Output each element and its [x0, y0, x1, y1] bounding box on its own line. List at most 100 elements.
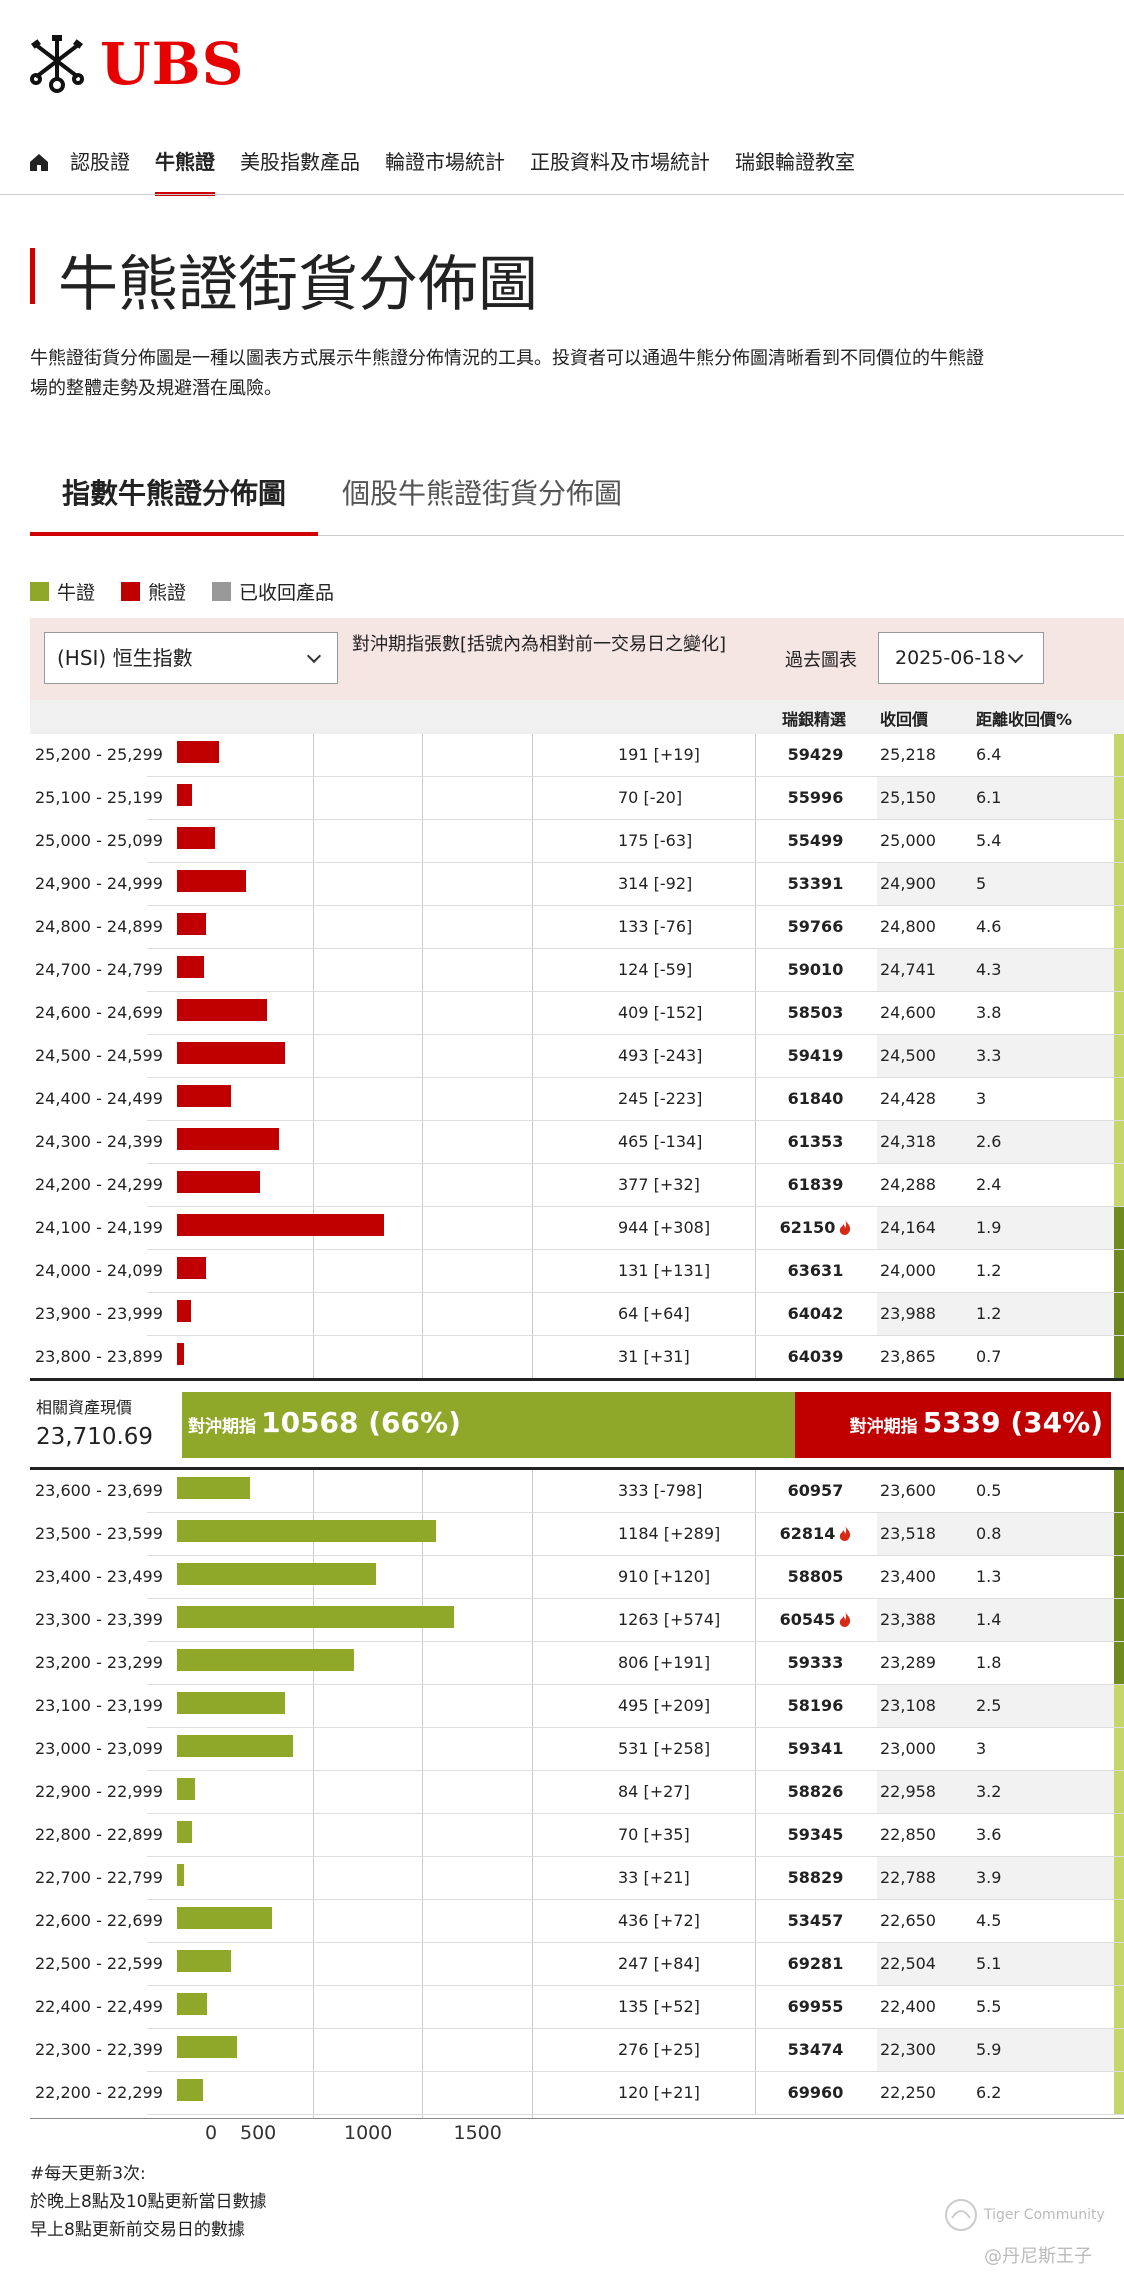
- bull-bar[interactable]: [177, 1735, 294, 1757]
- product-code[interactable]: 60545: [779, 1610, 836, 1629]
- bear-bar[interactable]: [177, 1300, 192, 1322]
- tab-stock-cbbc[interactable]: 個股牛熊證街貨分佈圖: [342, 477, 623, 510]
- product-code[interactable]: 62814: [779, 1524, 836, 1543]
- product-code[interactable]: 59766: [787, 917, 844, 936]
- ubs-pick-cell[interactable]: 64042: [755, 1293, 875, 1336]
- bull-bar[interactable]: [177, 2036, 238, 2058]
- ubs-pick-cell[interactable]: 59010: [755, 949, 875, 992]
- ubs-pick-cell[interactable]: 64039: [755, 1336, 875, 1379]
- nav-item-us-index[interactable]: 美股指數產品: [240, 150, 360, 174]
- product-code[interactable]: 69960: [787, 2083, 844, 2102]
- ubs-pick-cell[interactable]: 61839: [755, 1164, 875, 1207]
- ubs-pick-cell[interactable]: 60957: [755, 1470, 875, 1513]
- ubs-pick-cell[interactable]: 58829: [755, 1857, 875, 1900]
- ubs-pick-cell[interactable]: 60545: [755, 1599, 875, 1642]
- ubs-pick-cell[interactable]: 61353: [755, 1121, 875, 1164]
- bear-bar[interactable]: [177, 741, 219, 763]
- product-code[interactable]: 59419: [787, 1046, 844, 1065]
- bull-bar[interactable]: [177, 1778, 196, 1800]
- nav-item-education[interactable]: 瑞銀輪證教室: [735, 150, 855, 174]
- product-code[interactable]: 60957: [787, 1481, 844, 1500]
- ubs-pick-cell[interactable]: 69955: [755, 1986, 875, 2029]
- ubs-pick-cell[interactable]: 58196: [755, 1685, 875, 1728]
- ubs-pick-cell[interactable]: 59333: [755, 1642, 875, 1685]
- bear-bar[interactable]: [177, 1257, 206, 1279]
- tab-index-cbbc[interactable]: 指數牛熊證分佈圖: [30, 468, 318, 536]
- product-code[interactable]: 69955: [787, 1997, 844, 2016]
- ubs-pick-cell[interactable]: 62814: [755, 1513, 875, 1556]
- bull-bar[interactable]: [177, 1563, 377, 1585]
- ubs-pick-cell[interactable]: 59345: [755, 1814, 875, 1857]
- product-code[interactable]: 58829: [787, 1868, 844, 1887]
- product-code[interactable]: 58826: [787, 1782, 844, 1801]
- product-code[interactable]: 59333: [787, 1653, 844, 1672]
- ubs-pick-cell[interactable]: 53391: [755, 863, 875, 906]
- bear-bar[interactable]: [177, 913, 207, 935]
- bear-bar[interactable]: [177, 1085, 231, 1107]
- ubs-pick-cell[interactable]: 69281: [755, 1943, 875, 1986]
- product-code[interactable]: 59345: [787, 1825, 844, 1844]
- bear-bar[interactable]: [177, 870, 246, 892]
- ubs-pick-cell[interactable]: 61840: [755, 1078, 875, 1121]
- ubs-pick-cell[interactable]: 58826: [755, 1771, 875, 1814]
- product-code[interactable]: 59429: [787, 745, 844, 764]
- product-code[interactable]: 55996: [787, 788, 844, 807]
- product-code[interactable]: 64042: [787, 1304, 844, 1323]
- product-code[interactable]: 58503: [787, 1003, 844, 1022]
- bull-bar[interactable]: [177, 1520, 437, 1542]
- nav-item-stock-data[interactable]: 正股資料及市場統計: [530, 150, 710, 174]
- bull-bar[interactable]: [177, 1821, 193, 1843]
- bull-bar[interactable]: [177, 1606, 454, 1628]
- bear-bar[interactable]: [177, 1128, 279, 1150]
- bear-bar[interactable]: [177, 1042, 285, 1064]
- ubs-pick-cell[interactable]: 59766: [755, 906, 875, 949]
- ubs-pick-cell[interactable]: 63631: [755, 1250, 875, 1293]
- bull-bar[interactable]: [177, 1649, 354, 1671]
- product-code[interactable]: 59341: [787, 1739, 844, 1758]
- bull-bar[interactable]: [177, 1692, 286, 1714]
- bull-bar[interactable]: [177, 2079, 204, 2101]
- home-icon[interactable]: [28, 151, 50, 173]
- ubs-pick-cell[interactable]: 55499: [755, 820, 875, 863]
- bull-bar[interactable]: [177, 1907, 273, 1929]
- ubs-pick-cell[interactable]: 62150: [755, 1207, 875, 1250]
- product-code[interactable]: 61353: [787, 1132, 844, 1151]
- bear-bar[interactable]: [177, 784, 193, 806]
- bear-bar[interactable]: [177, 999, 267, 1021]
- ubs-pick-cell[interactable]: 55996: [755, 777, 875, 820]
- ubs-pick-cell[interactable]: 53474: [755, 2029, 875, 2072]
- nav-item-cbbc[interactable]: 牛熊證: [155, 142, 215, 196]
- bull-bar[interactable]: [177, 1477, 250, 1499]
- product-code[interactable]: 61840: [787, 1089, 844, 1108]
- product-code[interactable]: 64039: [787, 1347, 844, 1366]
- nav-item-warrants[interactable]: 認股證: [70, 150, 130, 174]
- date-select[interactable]: 2025-06-18: [878, 632, 1044, 684]
- bull-bar[interactable]: [177, 1950, 232, 1972]
- bear-bar[interactable]: [177, 1214, 384, 1236]
- product-code[interactable]: 62150: [779, 1218, 836, 1237]
- index-select[interactable]: (HSI) 恒生指數: [44, 632, 338, 684]
- bear-bar[interactable]: [177, 956, 205, 978]
- ubs-pick-cell[interactable]: 58503: [755, 992, 875, 1035]
- bear-bar[interactable]: [177, 1343, 184, 1365]
- bear-bar[interactable]: [177, 1171, 260, 1193]
- ubs-pick-cell[interactable]: 53457: [755, 1900, 875, 1943]
- product-code[interactable]: 53474: [787, 2040, 844, 2059]
- bull-bar[interactable]: [177, 1864, 185, 1886]
- ubs-logo[interactable]: UBS: [28, 30, 245, 98]
- product-code[interactable]: 55499: [787, 831, 844, 850]
- product-code[interactable]: 53391: [787, 874, 844, 893]
- product-code[interactable]: 53457: [787, 1911, 844, 1930]
- product-code[interactable]: 58196: [787, 1696, 844, 1715]
- ubs-pick-cell[interactable]: 58805: [755, 1556, 875, 1599]
- product-code[interactable]: 63631: [787, 1261, 844, 1280]
- nav-item-market-stats[interactable]: 輪證市場統計: [385, 150, 505, 174]
- product-code[interactable]: 61839: [787, 1175, 844, 1194]
- ubs-pick-cell[interactable]: 69960: [755, 2072, 875, 2115]
- ubs-pick-cell[interactable]: 59341: [755, 1728, 875, 1771]
- ubs-pick-cell[interactable]: 59419: [755, 1035, 875, 1078]
- bull-bar[interactable]: [177, 1993, 207, 2015]
- product-code[interactable]: 58805: [787, 1567, 844, 1586]
- bear-bar[interactable]: [177, 827, 216, 849]
- product-code[interactable]: 69281: [787, 1954, 844, 1973]
